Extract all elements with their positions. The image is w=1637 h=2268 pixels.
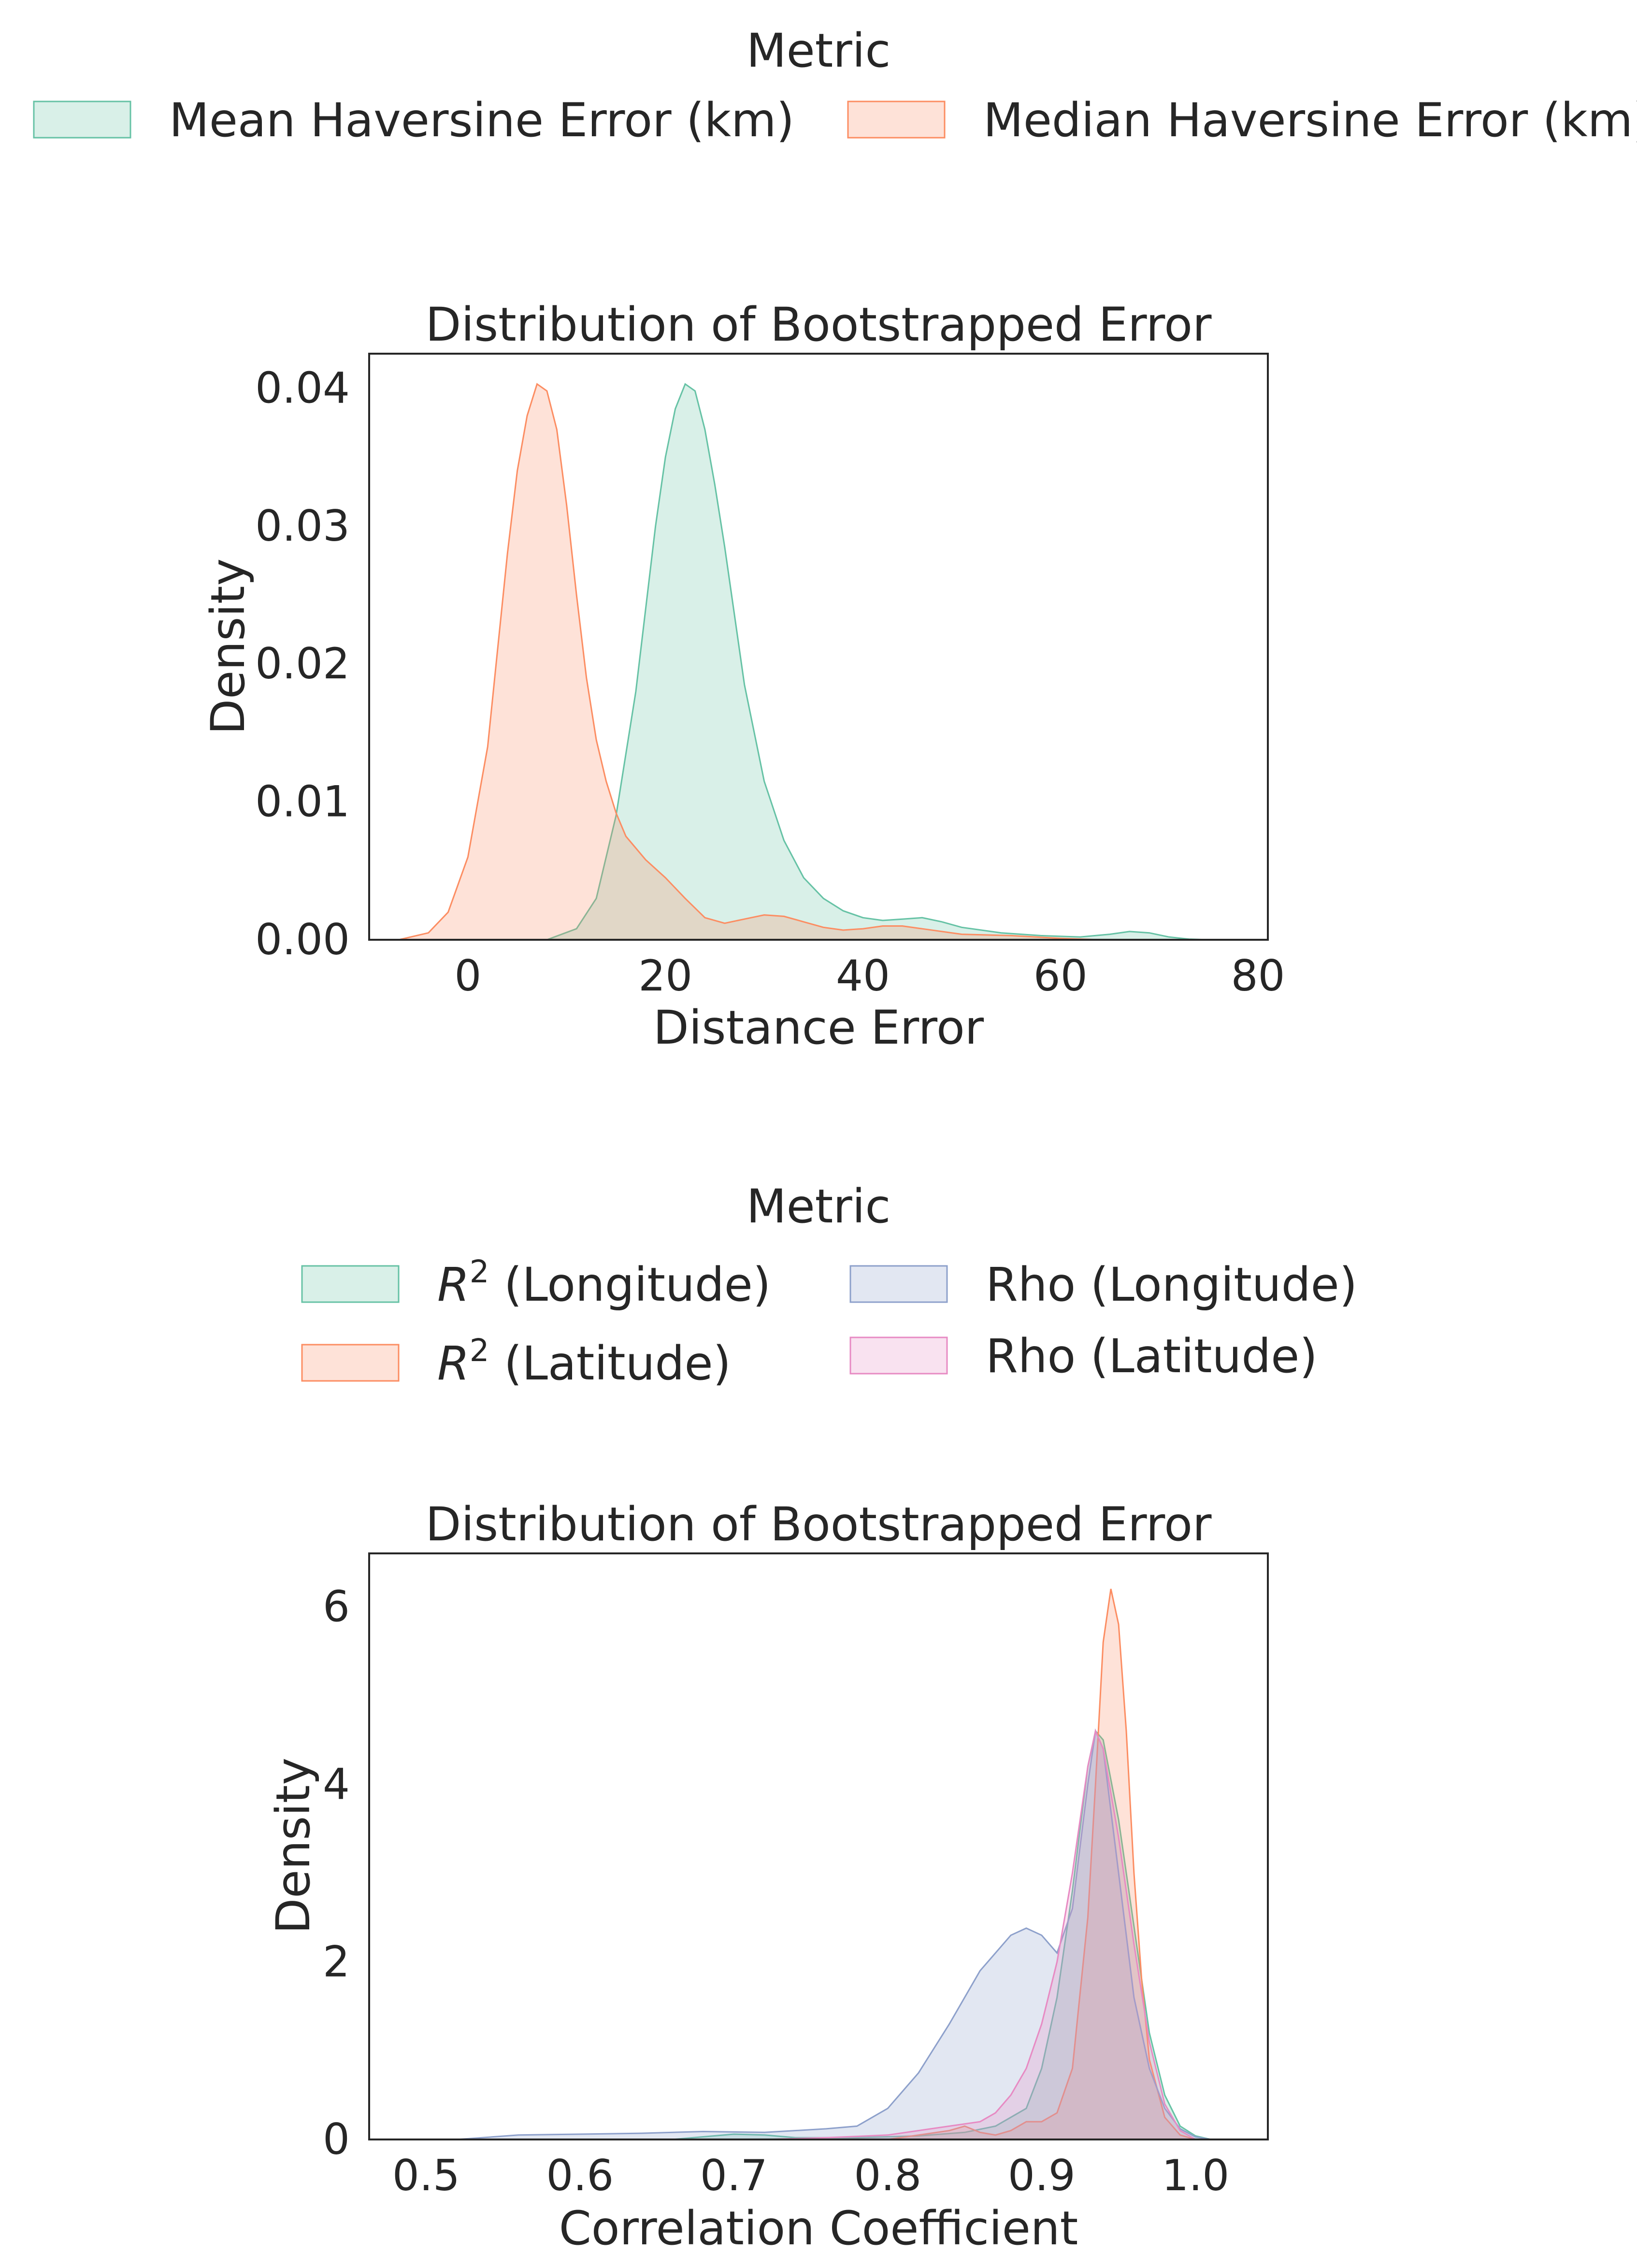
chart-2-x-tick-label: 0.5 [392, 2151, 460, 2200]
chart-2-x-tick-label: 0.8 [854, 2151, 921, 2200]
chart-2-title: Distribution of Bootstrapped Error [426, 1497, 1212, 1551]
legend-2-label-rho-longitude: Rho (Longitude) [986, 1258, 1357, 1312]
legend-2-label-r2-longitude: R2 (Longitude) [437, 1254, 771, 1312]
legend-1-swatch-mean [33, 100, 131, 139]
chart-1-x-tick-label: 60 [1034, 951, 1088, 1001]
chart-1-plot-area [398, 383, 1209, 941]
chart-2-x-tick-label: 0.7 [700, 2151, 768, 2200]
chart-2-series-latitude-1 [888, 1589, 1196, 2140]
chart-1-x-tick-label: 40 [836, 951, 890, 1001]
chart-1-y-tick-label: 0.01 [255, 777, 350, 827]
legend-2-swatch-rho-latitude [849, 1336, 948, 1375]
chart-2-x-tick-label: 0.6 [546, 2151, 614, 2200]
chart-1-y-tick-label: 0.00 [255, 915, 350, 964]
legend-2-swatch-rho-longitude [849, 1265, 948, 1303]
legend-2: Metric R2 (Longitude) R2 (Latitude) Rho … [301, 1179, 1357, 1391]
chart-2-series-rho-latitude-3 [764, 1728, 1198, 2140]
chart-1-title: Distribution of Bootstrapped Error [426, 298, 1212, 352]
chart-2-x-label: Correlation Coefficient [559, 2201, 1078, 2255]
legend-2-label-rho-latitude: Rho (Latitude) [986, 1329, 1318, 1383]
legend-1: Metric Mean Haversine Error (km) Median … [33, 24, 1637, 147]
chart-2-x-tick-label: 1.0 [1162, 2151, 1229, 2200]
legend-2-swatch-r2-latitude [301, 1344, 400, 1382]
legend-2-label-r2-longitude-text: (Longitude) [504, 1258, 771, 1312]
chart-1-x-tick-label: 20 [638, 951, 692, 1001]
chart-1-x-tick-label: 0 [454, 951, 481, 1001]
chart-1: Distribution of Bootstrapped Error 0.000… [201, 298, 1285, 1055]
chart-2-y-tick-label: 4 [323, 1759, 350, 1809]
chart-1-series-median-haversine-error-km-1 [398, 383, 1100, 941]
chart-2-frame [368, 1552, 1269, 2140]
chart-2-plot-area [457, 1589, 1211, 2140]
chart-1-x-tick-label: 80 [1231, 951, 1285, 1001]
chart-1-y-ticks: 0.00 0.01 0.02 0.03 0.04 [255, 363, 350, 964]
chart-2-x-ticks: 0.5 0.6 0.7 0.8 0.9 1.0 [392, 2151, 1229, 2200]
legend-2-title: Metric [747, 1179, 890, 1234]
chart-2-y-tick-label: 2 [323, 1937, 350, 1986]
legend-1-swatch-median [847, 100, 946, 139]
chart-1-y-tick-label: 0.04 [255, 363, 350, 413]
chart-1-y-tick-label: 0.03 [255, 501, 350, 551]
chart-2-y-label: Density [266, 1758, 320, 1934]
legend-1-label-mean: Mean Haversine Error (km) [169, 93, 794, 147]
chart-1-y-tick-label: 0.02 [255, 639, 350, 689]
chart-2-y-tick-label: 0 [323, 2114, 350, 2164]
chart-1-series-mean-haversine-error-km-0 [546, 383, 1209, 941]
chart-1-x-ticks: 0 20 40 60 80 [454, 951, 1285, 1001]
chart-2-series-rho-longitude-2 [457, 1728, 1211, 2140]
legend-1-label-median: Median Haversine Error (km) [983, 93, 1637, 147]
chart-1-y-label: Density [201, 559, 255, 735]
chart-2-x-tick-label: 0.9 [1008, 2151, 1076, 2200]
chart-2-y-ticks: 0 2 4 6 [323, 1581, 350, 2164]
legend-2-label-r2-latitude-text: (Latitude) [504, 1336, 731, 1391]
chart-2-y-tick-label: 6 [323, 1581, 350, 1631]
legend-1-title: Metric [747, 24, 890, 78]
legend-2-label-r2-latitude: R2 (Latitude) [437, 1333, 731, 1391]
chart-1-x-label: Distance Error [653, 1001, 984, 1055]
chart-1-frame [368, 353, 1269, 941]
legend-2-swatch-r2-longitude [301, 1265, 400, 1303]
chart-2: Distribution of Bootstrapped Error 0246 … [266, 1497, 1269, 2255]
